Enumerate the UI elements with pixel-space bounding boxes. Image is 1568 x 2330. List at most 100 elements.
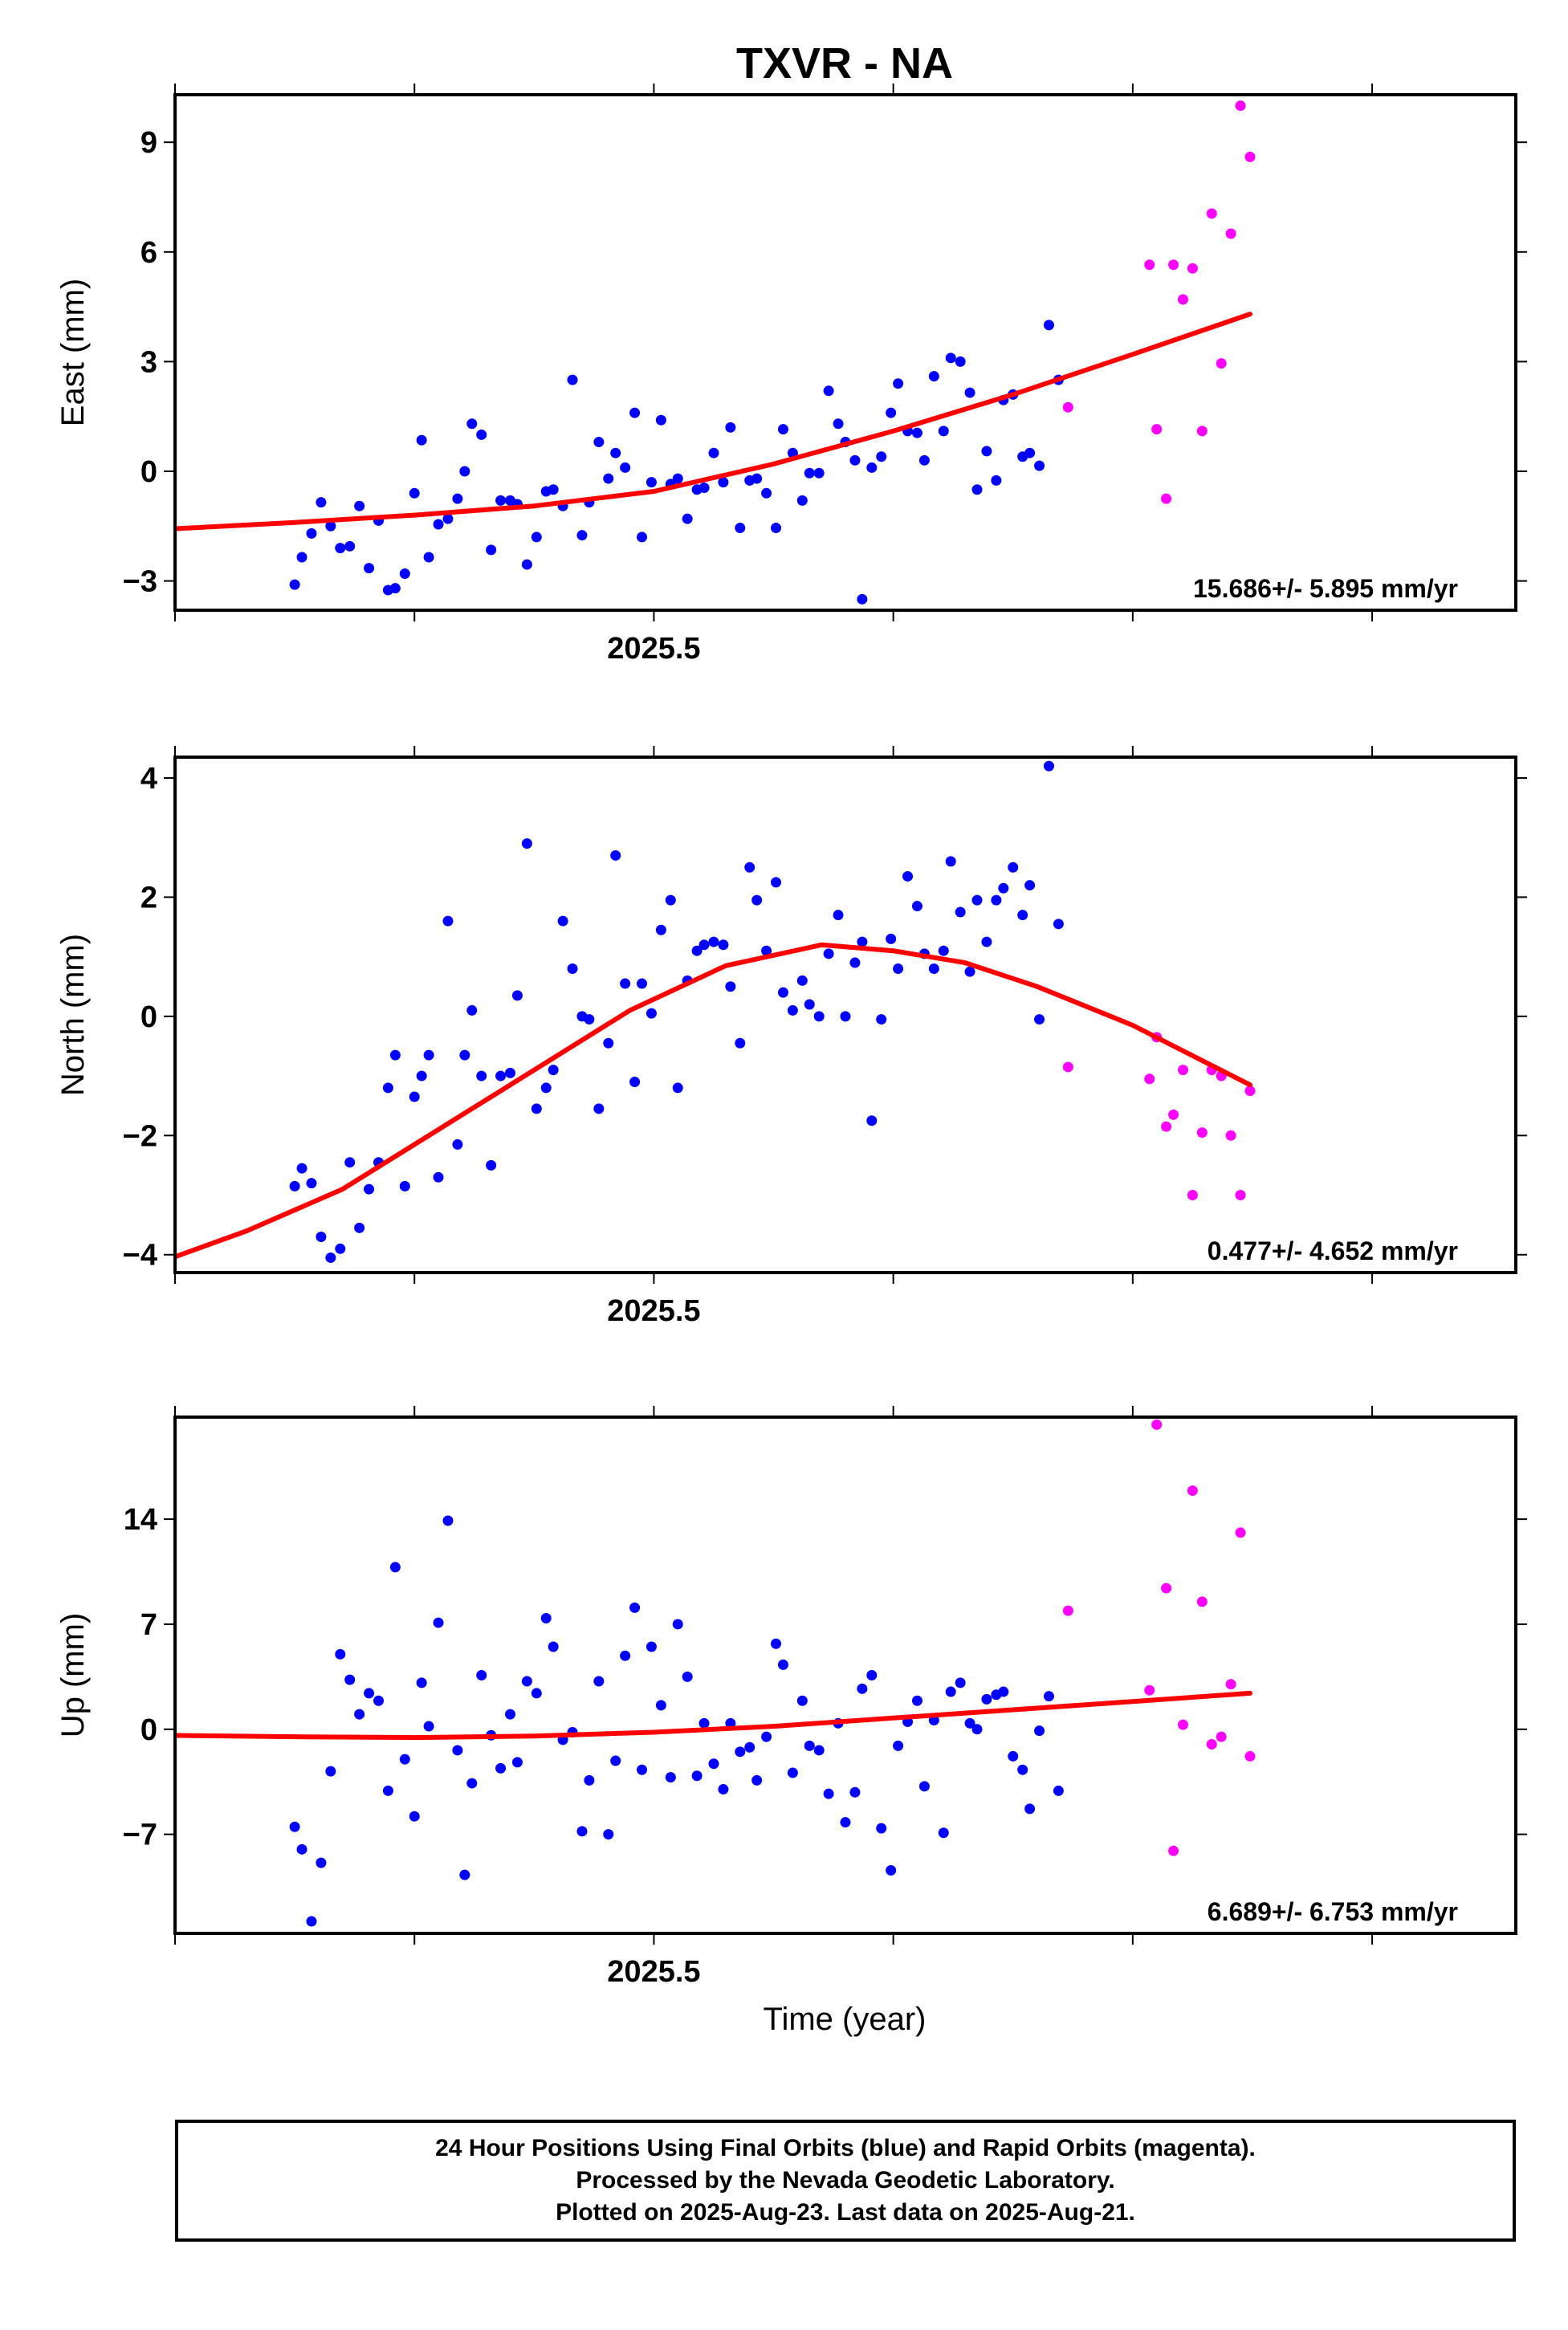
north-final-point-49: [718, 939, 729, 951]
east-rapid-point-10: [1225, 228, 1236, 239]
north-final-point-1: [289, 1180, 300, 1191]
up-final-point-42: [655, 1700, 666, 1711]
up-rapid-point-3: [1161, 1583, 1172, 1594]
east-final-point-0: [151, 434, 161, 444]
north-final-point-31: [557, 915, 568, 927]
up-final-point-82: [1008, 1750, 1019, 1762]
up-final-point-16: [423, 1721, 434, 1732]
east-final-point-69: [893, 378, 904, 389]
east-final-point-1: [289, 579, 300, 590]
north-final-point-54: [761, 945, 772, 956]
east-final-point-80: [991, 475, 1002, 486]
up-final-point-8: [354, 1709, 365, 1720]
up-final-point-29: [540, 1612, 552, 1623]
east-final-point-68: [886, 407, 897, 418]
north-rapid-point-7: [1196, 1127, 1208, 1139]
east-y-tick-label-2: 3: [141, 345, 157, 379]
up-final-point-24: [495, 1762, 507, 1774]
east-final-point-45: [682, 513, 693, 524]
east-final-point-77: [964, 387, 975, 398]
north-final-point-16: [423, 1049, 434, 1061]
up-final-point-78: [971, 1724, 983, 1735]
north-final-point-79: [981, 936, 992, 947]
east-final-point-54: [761, 487, 772, 499]
up-final-point-19: [452, 1745, 463, 1756]
up-final-point-87: [1053, 1785, 1064, 1796]
north-rapid-point-5: [1177, 1065, 1188, 1076]
north-final-point-76: [955, 906, 966, 918]
up-final-point-72: [918, 1781, 930, 1792]
up-final-point-35: [593, 1676, 605, 1687]
up-final-point-53: [751, 1774, 763, 1786]
east-final-point-6: [335, 543, 346, 554]
east-final-point-86: [1043, 320, 1054, 331]
east-final-point-16: [423, 552, 434, 563]
east-rapid-point-2: [1151, 424, 1163, 435]
north-final-point-68: [886, 933, 897, 944]
east-final-point-66: [866, 462, 878, 473]
north-rapid-point-0: [1062, 1061, 1073, 1073]
north-final-point-0: [151, 1226, 161, 1236]
north-final-point-52: [744, 862, 755, 873]
north-final-point-53: [751, 894, 763, 906]
east-final-point-18: [442, 513, 454, 524]
north-final-point-82: [1008, 862, 1019, 873]
east-final-point-30: [548, 484, 559, 495]
up-final-point-60: [813, 1745, 825, 1756]
north-final-point-70: [902, 870, 914, 882]
east-final-point-79: [981, 446, 992, 457]
east-final-point-48: [708, 447, 719, 458]
east-final-point-51: [735, 523, 746, 534]
up-rapid-point-6: [1187, 1485, 1198, 1497]
up-final-point-58: [796, 1695, 808, 1706]
up-final-point-46: [691, 1770, 703, 1782]
north-final-point-66: [866, 1115, 878, 1126]
east-final-point-47: [698, 482, 710, 493]
east-final-point-56: [777, 424, 788, 435]
up-final-point-51: [735, 1746, 746, 1758]
north-final-point-40: [637, 978, 648, 989]
east-final-point-4: [316, 497, 327, 508]
east-final-point-9: [364, 563, 375, 574]
east-final-point-72: [918, 454, 930, 466]
up-rapid-point-11: [1235, 1527, 1246, 1538]
up-plot-area: [175, 1419, 1256, 1927]
north-final-point-24: [495, 1070, 507, 1081]
east-final-point-2: [296, 552, 307, 563]
up-final-point-57: [787, 1767, 798, 1778]
east-final-point-38: [620, 462, 631, 473]
north-final-point-29: [540, 1082, 552, 1094]
east-final-point-75: [945, 352, 956, 364]
north-fit-line: [175, 942, 1252, 1260]
north-final-point-39: [629, 1076, 641, 1087]
north-final-point-14: [409, 1091, 420, 1102]
north-final-point-13: [399, 1180, 410, 1191]
east-final-point-73: [928, 371, 939, 382]
north-final-point-7: [344, 1157, 356, 1168]
north-final-point-65: [857, 936, 868, 947]
east-final-point-78: [971, 484, 983, 495]
north-panel: 2025.5 −4 −2 0 2 4 North (mm) 0.477+/- 4.652 mm…: [55, 746, 1527, 1328]
north-final-point-20: [459, 1049, 470, 1061]
up-final-point-12: [389, 1562, 401, 1573]
east-final-point-74: [938, 426, 949, 437]
up-final-point-76: [955, 1677, 966, 1688]
north-y-axis-label: North (mm): [55, 934, 91, 1096]
up-final-point-63: [840, 1817, 851, 1828]
up-final-point-38: [620, 1650, 631, 1661]
north-final-point-84: [1024, 880, 1036, 891]
up-final-point-48: [708, 1758, 719, 1770]
up-rapid-point-9: [1216, 1731, 1227, 1742]
north-final-point-50: [725, 981, 736, 992]
north-final-point-81: [998, 882, 1009, 894]
up-final-point-50: [725, 1717, 736, 1729]
up-final-point-17: [433, 1617, 444, 1628]
north-final-point-41: [646, 1008, 657, 1019]
up-y-axis-label: Up (mm): [55, 1613, 91, 1738]
north-final-point-64: [849, 957, 861, 968]
north-final-point-71: [911, 901, 922, 912]
up-final-point-9: [364, 1688, 375, 1699]
north-final-point-28: [531, 1103, 542, 1114]
north-final-point-83: [1017, 910, 1028, 921]
north-final-point-85: [1034, 1014, 1045, 1025]
